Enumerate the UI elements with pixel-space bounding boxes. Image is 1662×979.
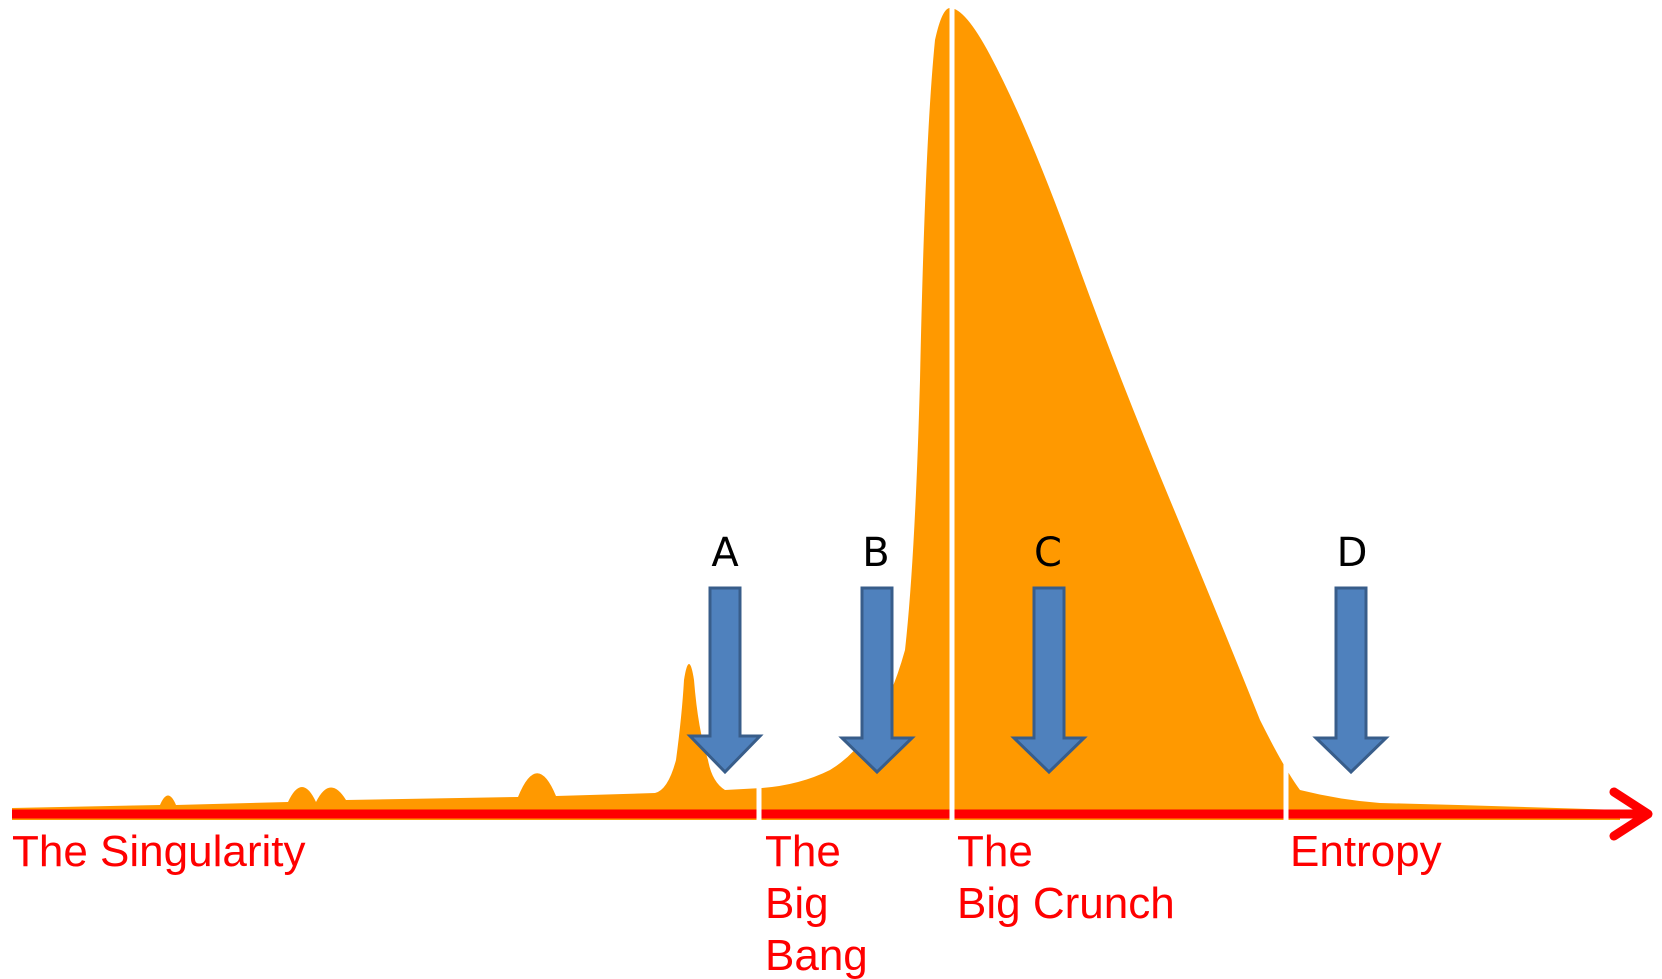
marker-letter-c: C bbox=[1034, 530, 1062, 576]
marker-d: D bbox=[1316, 530, 1386, 772]
marker-letter-b: B bbox=[862, 530, 889, 576]
phase-label-entropy: Entropy bbox=[1290, 827, 1442, 876]
phase-label-big-bang: The Big Bang bbox=[765, 827, 868, 979]
phase-label-singularity: The Singularity bbox=[12, 827, 305, 876]
marker-letter-a: A bbox=[711, 530, 739, 576]
marker-a: A bbox=[690, 530, 760, 772]
phase-label-big-crunch: The Big Crunch bbox=[957, 827, 1175, 928]
marker-letter-d: D bbox=[1337, 530, 1368, 576]
down-arrow-icon bbox=[1316, 588, 1386, 772]
down-arrow-icon bbox=[690, 588, 760, 772]
activity-curve bbox=[12, 8, 1620, 820]
